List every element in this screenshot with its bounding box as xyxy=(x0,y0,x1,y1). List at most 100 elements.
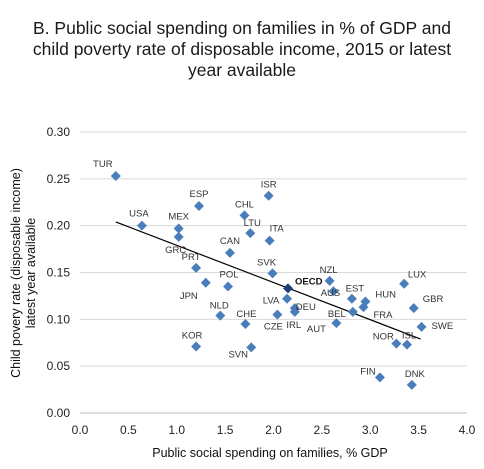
data-point-jpn xyxy=(200,277,211,288)
point-label-hun: HUN xyxy=(375,290,396,301)
x-tick-label: 4.0 xyxy=(459,423,476,437)
data-point-lva xyxy=(282,293,293,304)
y-tick-label: 0.30 xyxy=(47,125,71,139)
trendline xyxy=(115,221,421,340)
data-point-can xyxy=(224,247,235,258)
chart-title: B. Public social spending on families in… xyxy=(0,18,484,81)
point-label-irl: IRL xyxy=(286,320,301,331)
point-labels: TUR USA MEX GRC ESP PRT JPN POL CAN CHL LTU ISR ITA S… xyxy=(93,159,453,380)
data-point-esp xyxy=(194,200,205,211)
x-tick-label: 3.0 xyxy=(362,423,379,437)
y-tick-label: 0.00 xyxy=(47,406,71,420)
point-label-mex: MEX xyxy=(168,211,189,222)
y-tick-label: 0.25 xyxy=(47,172,71,186)
x-tick-label: 1.5 xyxy=(217,423,234,437)
data-point-che xyxy=(240,319,251,330)
data-point-est xyxy=(346,293,357,304)
point-label-nld: NLD xyxy=(210,301,229,312)
point-label-kor: KOR xyxy=(182,330,203,341)
point-label-can: CAN xyxy=(220,236,240,247)
x-tick-label: 1.0 xyxy=(168,423,185,437)
data-point-aut xyxy=(331,318,342,329)
data-point-svn xyxy=(246,342,257,353)
x-tick-label: 2.5 xyxy=(314,423,331,437)
point-label-tur: TUR xyxy=(93,159,113,170)
data-point-pol xyxy=(223,281,234,292)
data-point-chl xyxy=(239,210,250,221)
data-point-irl xyxy=(289,306,300,317)
data-point-aus xyxy=(328,286,339,297)
data-point-mex xyxy=(173,223,184,234)
point-label-svk: SVK xyxy=(257,257,277,268)
point-label-fra: FRA xyxy=(373,310,393,321)
y-tick-label: 0.15 xyxy=(47,266,71,280)
point-label-ita: ITA xyxy=(270,224,285,235)
y-tick-label: 0.10 xyxy=(47,312,71,326)
point-label-aus: AUS xyxy=(321,288,341,299)
y-axis-label-line-1: Child povery rate (disposable income) xyxy=(9,168,23,378)
data-point-ltu xyxy=(245,228,256,239)
point-label-cze: CZE xyxy=(264,322,283,333)
chart-title-line-2: child poverty rate of disposable income,… xyxy=(32,39,452,59)
point-label-isr: ISR xyxy=(261,180,277,191)
point-label-gbr: GBR xyxy=(423,294,444,305)
point-label-nzl: NZL xyxy=(320,265,338,276)
point-label-che: CHE xyxy=(236,309,256,320)
data-point-bel xyxy=(347,306,358,317)
point-label-aut: AUT xyxy=(307,324,326,335)
x-axis-label: Public social spending on families, % GD… xyxy=(152,446,388,460)
data-point-nld xyxy=(215,310,226,321)
data-point-grc xyxy=(173,231,184,242)
point-label-est: EST xyxy=(346,284,365,295)
chart-title-line-1: B. Public social spending on families in… xyxy=(33,18,451,38)
data-point-nzl xyxy=(324,275,335,286)
point-label-grc: GRC xyxy=(165,245,186,256)
point-label-jpn: JPN xyxy=(180,291,198,302)
axes: 0.00 0.05 0.10 0.15 0.20 0.25 0.30 0.0 0.5 1.0 1.5… xyxy=(47,125,476,437)
point-label-esp: ESP xyxy=(189,189,208,200)
x-tick-label: 3.5 xyxy=(410,423,427,437)
point-label-lux: LUX xyxy=(408,270,427,281)
data-point-nor xyxy=(391,338,402,349)
point-label-bel: BEL xyxy=(328,309,346,320)
chart-title-line-3: year available xyxy=(188,60,296,80)
point-label-ltu: LTU xyxy=(244,218,261,229)
data-point-gbr xyxy=(408,303,419,314)
point-label-nor: NOR xyxy=(373,332,394,343)
x-tick-label: 2.0 xyxy=(265,423,282,437)
point-label-swe: SWE xyxy=(432,321,454,332)
point-label-usa: USA xyxy=(129,209,149,220)
data-point-cze xyxy=(272,309,283,320)
data-point-kor xyxy=(191,341,202,352)
x-tick-label: 0.5 xyxy=(120,423,137,437)
data-points xyxy=(110,171,427,390)
data-point-ita xyxy=(264,235,275,246)
data-point-isr xyxy=(263,190,274,201)
data-point-isl xyxy=(402,339,413,350)
point-label-chl: CHL xyxy=(235,199,254,210)
data-point-fra xyxy=(358,302,369,313)
point-label-deu: DEU xyxy=(296,302,316,313)
data-point-oecd xyxy=(283,283,294,294)
data-point-dnk xyxy=(406,379,417,390)
data-point-fin xyxy=(374,372,385,383)
data-point-tur xyxy=(110,171,121,182)
x-tick-label: 0.0 xyxy=(72,423,89,437)
point-label-isl: ISL xyxy=(402,331,416,342)
point-label-pol: POL xyxy=(220,270,239,281)
point-label-oecd: OECD xyxy=(295,276,323,287)
trend-line xyxy=(115,221,421,340)
data-point-usa xyxy=(136,220,147,231)
point-label-svn: SVN xyxy=(228,349,248,360)
point-label-prt: PRT xyxy=(182,252,201,263)
data-point-prt xyxy=(191,262,202,273)
data-point-swe xyxy=(416,321,427,332)
point-label-dnk: DNK xyxy=(405,369,426,380)
y-axis-label-line-2: latest year available xyxy=(24,218,38,329)
gridlines xyxy=(80,131,467,367)
point-label-lva: LVA xyxy=(263,296,280,307)
data-point-svk xyxy=(267,268,278,279)
y-tick-label: 0.20 xyxy=(47,219,71,233)
y-tick-label: 0.05 xyxy=(47,359,71,373)
